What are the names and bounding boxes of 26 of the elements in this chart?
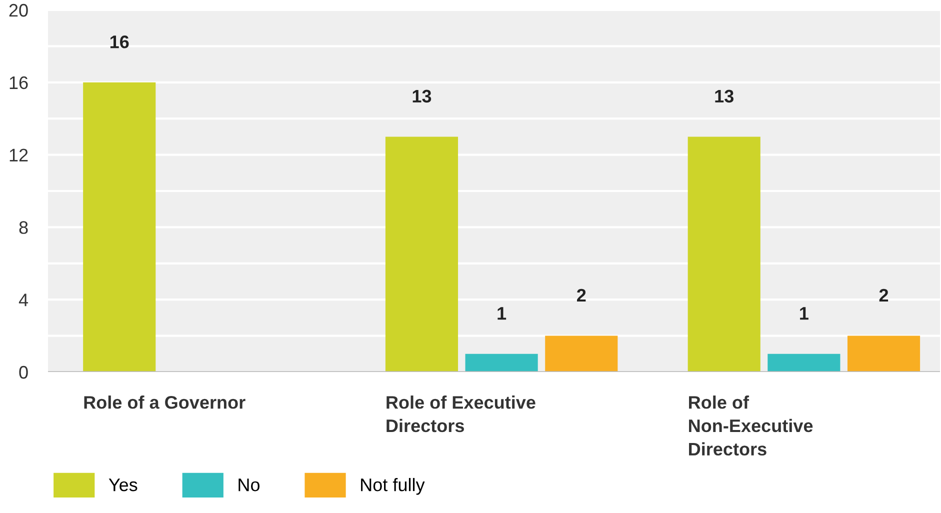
data-label: 1 [800, 307, 808, 320]
x-tick-label: Role of a Governor [84, 396, 246, 409]
x-tick-label: Role of Executive Directors [386, 396, 536, 432]
legend-label: Yes [108, 478, 138, 492]
bar [768, 354, 840, 372]
y-tick-label: 8 [19, 221, 28, 234]
data-label: 13 [715, 90, 734, 103]
data-label: 2 [576, 288, 586, 302]
y-tick-label: 16 [10, 76, 28, 90]
y-tick-label: 0 [19, 366, 28, 379]
data-label: 13 [412, 90, 432, 103]
bar [465, 354, 538, 372]
data-label: 2 [879, 288, 888, 302]
y-tick-label: 4 [18, 294, 28, 306]
bar [385, 136, 458, 372]
y-tick-label: 12 [10, 148, 28, 162]
bar [83, 82, 156, 372]
data-label: 16 [110, 35, 129, 48]
y-tick-label: 20 [9, 4, 28, 17]
bar [688, 136, 760, 372]
bar [545, 336, 618, 372]
data-label: 1 [498, 307, 506, 320]
legend-label: Not fully [361, 478, 425, 495]
legend-label: No [238, 478, 260, 492]
bar [847, 336, 920, 372]
x-tick-label: Role of Non-Executive Directors [689, 396, 813, 456]
